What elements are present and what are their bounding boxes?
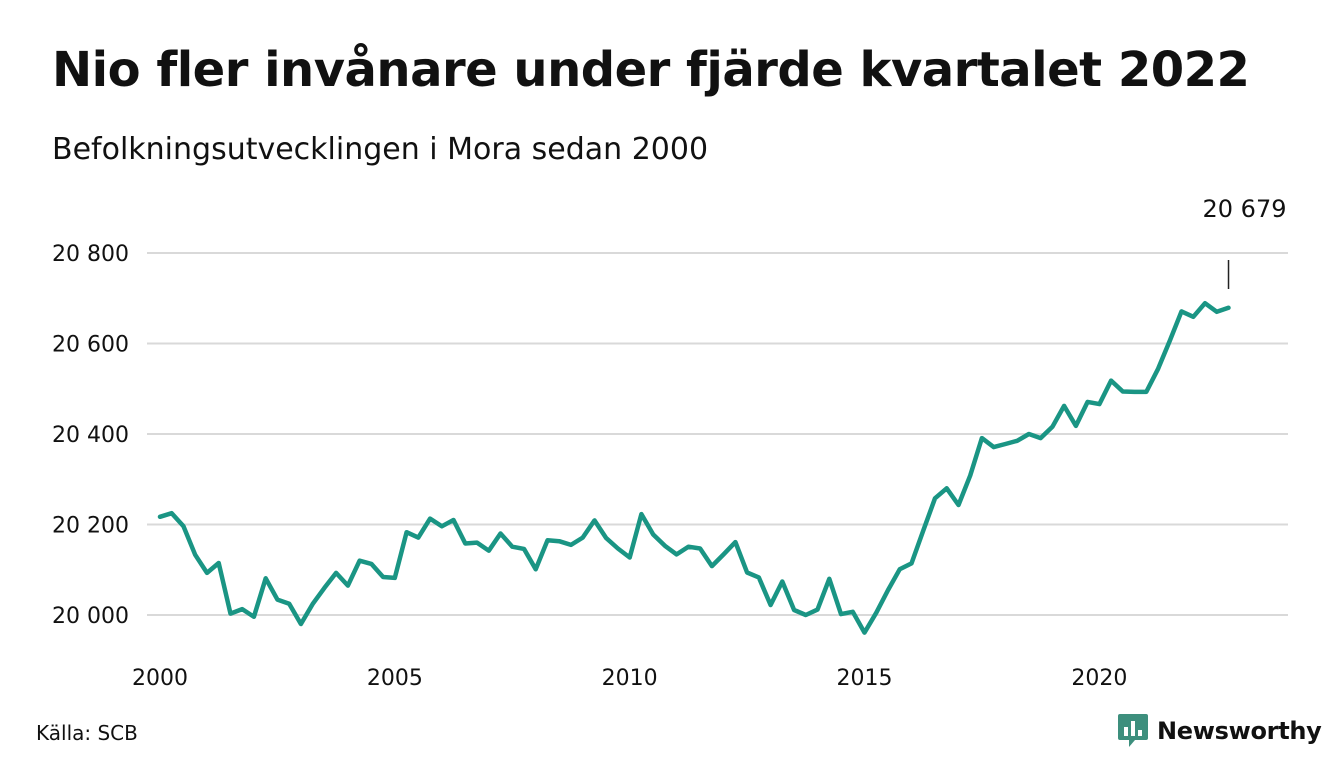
x-tick-label: 2020 — [1071, 666, 1127, 691]
x-axis-tick-labels: 2000 2005 2010 2015 2020 — [132, 666, 1127, 691]
end-value-label: 20 679 — [1203, 195, 1287, 223]
x-tick-label: 2010 — [602, 666, 658, 691]
gridlines — [147, 252, 1288, 616]
chart-title: Nio fler invånare under fjärde kvartalet… — [52, 42, 1250, 98]
brand-name: Newsworthy — [1157, 717, 1322, 745]
y-tick-label: 20 800 — [52, 242, 129, 267]
chart-subtitle: Befolkningsutvecklingen i Mora sedan 200… — [52, 132, 709, 167]
x-tick-label: 2000 — [132, 666, 188, 691]
x-tick-label: 2005 — [367, 666, 423, 691]
source-label: Källa: SCB — [36, 721, 138, 745]
bar-chart-bubble-icon — [1118, 714, 1148, 747]
population-line — [157, 300, 1231, 635]
y-tick-label: 20 600 — [52, 333, 129, 358]
end-value-annotation: 20 679 — [1203, 195, 1287, 289]
y-tick-label: 20 200 — [52, 514, 129, 539]
population-series — [157, 300, 1231, 635]
y-tick-label: 20 400 — [52, 423, 129, 448]
y-tick-label: 20 000 — [52, 604, 129, 629]
x-tick-label: 2015 — [837, 666, 893, 691]
newsworthy-logo: Newsworthy — [1118, 713, 1322, 749]
y-axis-tick-labels: 20 000 20 200 20 400 20 600 20 800 — [52, 242, 129, 629]
